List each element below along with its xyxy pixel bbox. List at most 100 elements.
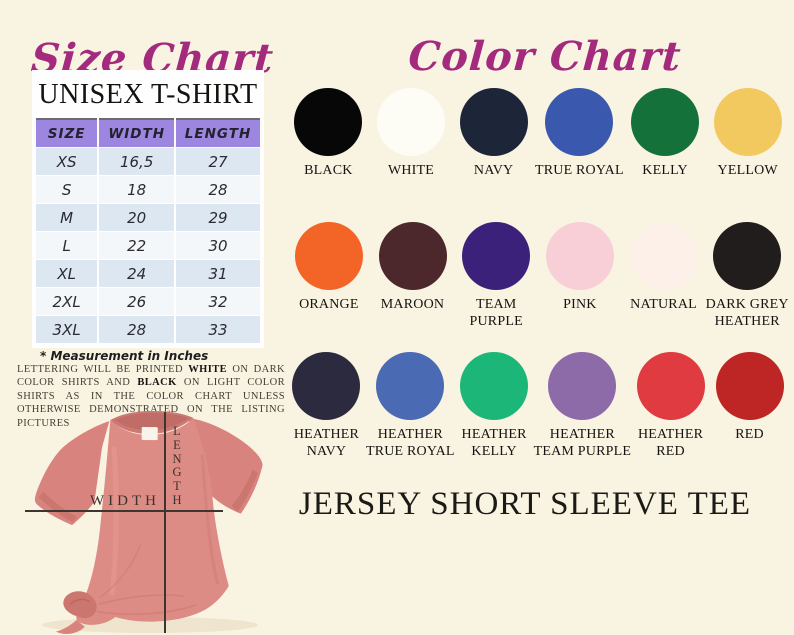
color-swatch-label-line: KELLY <box>642 163 688 178</box>
length-column-header: LENGTH <box>174 118 262 148</box>
size-table-row: XS 16,5 27 <box>33 147 262 176</box>
color-swatch-label: WHITE <box>388 162 434 179</box>
size-cell: XL <box>33 259 100 288</box>
color-swatch-label-line: NAVY <box>306 444 347 459</box>
color-swatch-kelly: KELLY <box>624 88 707 179</box>
color-swatch-label: RED <box>735 426 764 443</box>
length-cell: 30 <box>174 231 262 260</box>
color-swatch-label: HEATHER KELLY <box>462 426 527 460</box>
size-column-header: SIZE <box>33 118 100 148</box>
tshirt-photo: WIDTH LENGTH <box>12 406 294 635</box>
color-swatch-label-line: HEATHER <box>377 427 443 442</box>
length-label: LENGTH <box>172 424 182 507</box>
color-swatch-label: NAVY <box>474 162 513 179</box>
garment-type-heading: UNISEX T-SHIRT <box>38 79 258 110</box>
color-swatch-orange: ORANGE <box>287 222 371 330</box>
width-measure-line <box>25 510 223 512</box>
color-swatch-label-line: HEATHER <box>549 427 615 442</box>
pink-color-circle <box>545 222 614 290</box>
color-swatch-label: ORANGE <box>299 296 359 313</box>
color-swatch-label-line: PURPLE <box>469 314 523 329</box>
color-swatch-label-line: TEAM PURPLE <box>533 444 632 459</box>
color-swatch-natural: NATURAL <box>622 222 706 330</box>
red-color-circle <box>715 352 784 420</box>
color-swatch-navy: NAVY <box>452 88 535 179</box>
heather-team-purple-color-circle <box>548 352 617 420</box>
color-swatch-label-line: PINK <box>563 297 597 312</box>
color-swatch-label: MAROON <box>381 296 444 313</box>
width-cell: 18 <box>97 175 177 204</box>
color-swatch-label: KELLY <box>642 162 687 179</box>
size-cell: L <box>33 231 100 260</box>
length-cell: 28 <box>174 175 262 204</box>
heather-kelly-color-circle <box>460 352 529 420</box>
maroon-color-circle <box>378 222 447 290</box>
color-swatch-heather-kelly: HEATHER KELLY <box>455 352 534 460</box>
orange-color-circle <box>294 222 363 290</box>
natural-color-circle <box>629 222 698 290</box>
size-table-row: 3XL 28 33 <box>33 315 262 344</box>
length-cell: 31 <box>174 259 262 288</box>
width-cell: 28 <box>97 315 177 344</box>
color-swatch-label: PINK <box>563 296 596 313</box>
color-swatch-label: BLACK <box>304 162 352 179</box>
white-color-circle <box>376 88 445 156</box>
color-swatch-yellow: YELLOW <box>706 88 789 179</box>
color-swatch-maroon: MAROON <box>371 222 455 330</box>
color-swatch-heather-team-purple: HEATHER TEAM PURPLE <box>534 352 632 460</box>
lettering-note-text: ON LIGHT COLOR SHIRTS AS IN THE COLOR CH… <box>17 377 285 429</box>
color-swatch-label-line: KELLY <box>471 444 517 459</box>
color-swatch-black: BLACK <box>287 88 370 179</box>
width-cell: 24 <box>97 259 177 288</box>
color-swatch-label-line: HEATHER <box>714 314 780 329</box>
length-cell: 27 <box>174 147 262 176</box>
color-swatch-row: HEATHER NAVY HEATHER TRUE ROYAL HEATHER KELLY… <box>287 352 789 460</box>
color-swatch-label: TEAM PURPLE <box>470 296 523 330</box>
size-table-header-row: SIZE WIDTH LENGTH <box>33 118 262 148</box>
color-swatch-label-line: TEAM <box>475 297 517 312</box>
length-cell: 29 <box>174 203 262 232</box>
length-cell: 33 <box>174 315 262 344</box>
navy-color-circle <box>459 88 528 156</box>
yellow-color-circle <box>713 88 782 156</box>
size-table-row: S 18 28 <box>33 175 262 204</box>
color-swatch-label-line: TRUE ROYAL <box>365 444 455 459</box>
color-swatch-heather-true-royal: HEATHER TRUE ROYAL <box>366 352 455 460</box>
heather-navy-color-circle <box>292 352 361 420</box>
size-table-row: M 20 29 <box>33 203 262 232</box>
size-table: SIZE WIDTH LENGTH XS 16,5 27 S 18 28 M 20 29 L 22 3… <box>33 118 262 344</box>
color-swatch-label-line: NATURAL <box>630 297 697 312</box>
color-swatch-row: BLACK WHITE NAVY TRUE ROYAL KELLY YELLOW <box>287 88 789 179</box>
color-swatch-dark-grey-heather: DARK GREY HEATHER <box>705 222 789 330</box>
color-swatch-label-line: DARK GREY <box>705 297 789 312</box>
lettering-note: LETTERING WILL BE PRINTED WHITE ON DARK … <box>17 363 285 431</box>
dark-grey-heather-color-circle <box>713 222 782 290</box>
width-column-header: WIDTH <box>97 118 177 148</box>
width-cell: 16,5 <box>97 147 177 176</box>
color-swatch-label-line: RED <box>735 427 764 442</box>
color-swatch-label: HEATHER TEAM PURPLE <box>534 426 632 460</box>
color-swatch-team-purple: TEAM PURPLE <box>454 222 538 330</box>
color-swatch-label-line: WHITE <box>387 163 435 178</box>
color-swatch-label-line: MAROON <box>380 297 445 312</box>
kelly-color-circle <box>631 88 700 156</box>
color-swatch-label: DARK GREY HEATHER <box>706 296 789 330</box>
lettering-white-highlight: WHITE <box>188 363 228 375</box>
color-swatch-white: WHITE <box>370 88 453 179</box>
color-swatch-heather-navy: HEATHER NAVY <box>287 352 366 460</box>
lettering-note-text: LETTERING WILL BE PRINTED <box>17 363 189 375</box>
heather-true-royal-color-circle <box>376 352 445 420</box>
color-swatch-label: TRUE ROYAL <box>535 162 624 179</box>
color-swatch-label: HEATHER NAVY <box>294 426 359 460</box>
color-chart-title: Color Chart <box>406 32 684 80</box>
color-swatch-label-line: TRUE ROYAL <box>534 163 624 178</box>
size-table-row: 2XL 26 32 <box>33 287 262 316</box>
color-swatch-label-line: BLACK <box>304 163 353 178</box>
length-cell: 32 <box>174 287 262 316</box>
color-swatch-label-line: NAVY <box>473 163 514 178</box>
color-swatch-row: ORANGE MAROON TEAM PURPLE PINK NATURAL DARK GR… <box>287 222 789 330</box>
color-swatch-label: YELLOW <box>718 162 778 179</box>
color-swatch-heather-red: HEATHER RED <box>631 352 710 460</box>
size-cell: XS <box>33 147 100 176</box>
